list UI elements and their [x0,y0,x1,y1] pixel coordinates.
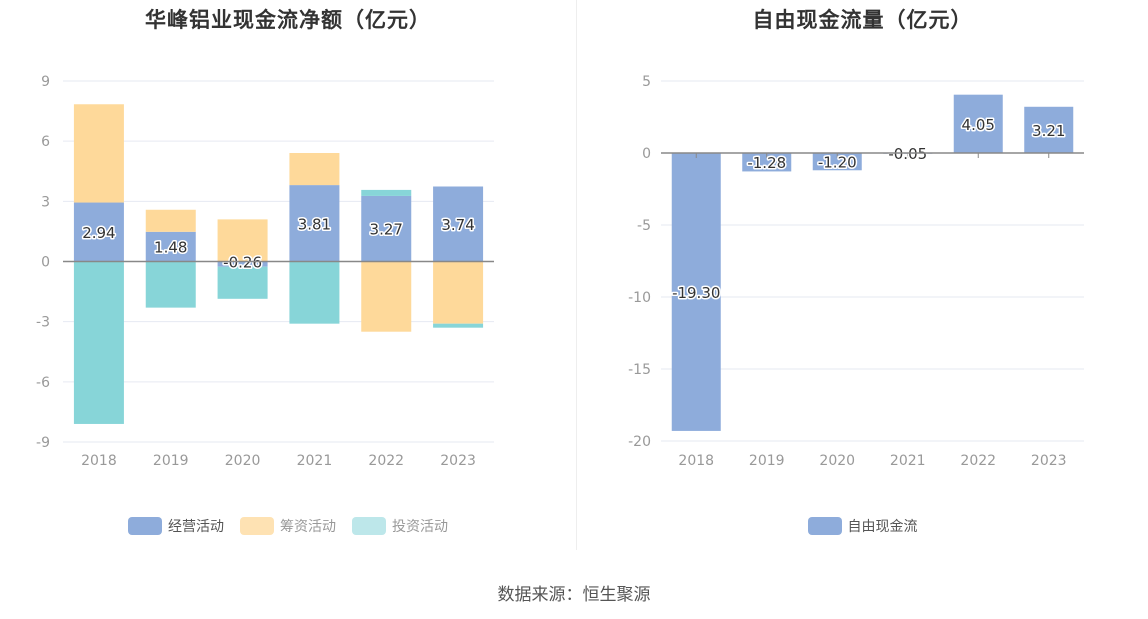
y-tick-label: 3 [41,194,50,210]
bar-筹资活动-2023 [433,261,484,324]
bar-投资活动-2018 [73,261,124,424]
y-tick-label: 9 [41,74,50,90]
data-label: -1.28 [747,154,786,172]
bar-free-cashflow-2019 [742,153,792,172]
panel-divider [576,0,577,550]
y-tick-label: 0 [41,255,50,271]
legend-label-operating: 经营活动 [168,519,224,535]
bar-经营活动-2019 [145,231,196,262]
y-tick-label: -5 [637,218,651,234]
free-cashflow-legend: 自由现金流 [577,516,1148,536]
legend-label-financing: 筹资活动 [280,519,336,535]
y-tick-label: 0 [642,146,651,162]
bar-free-cashflow-2023 [1024,106,1074,153]
bar-投资活动-2023 [433,323,484,328]
x-tick-label: 2019 [749,453,785,469]
bar-筹资活动-2021 [289,152,340,186]
y-tick-label: 6 [41,134,50,150]
x-tick-label: 2018 [678,453,714,469]
free-cashflow-chart: 5 0 -5 -10 -15 -20 2018 -19.30 2019 -1.28 2020 -1.2… [628,74,1084,469]
data-label: 1.48 [154,239,187,257]
x-tick-label: 2019 [153,453,189,469]
data-label: -0.05 [888,145,927,163]
data-label: 3.27 [370,221,403,239]
y-tick-label: -9 [36,435,50,451]
x-tick-label: 2020 [225,453,261,469]
bar-经营活动-2018 [73,202,124,262]
data-label: -19.30 [672,284,720,302]
legend-item-investing[interactable]: 投资活动 [352,516,448,536]
bar-投资活动-2021 [289,261,340,324]
x-tick-label: 2022 [368,453,404,469]
bar-投资活动-2020 [217,266,268,299]
x-tick-label: 2021 [297,453,333,469]
data-label: 2.94 [82,224,115,242]
legend-label-free-cashflow: 自由现金流 [847,519,918,535]
free-cashflow-chart-panel: 自由现金流量（亿元） 5 0 -5 -10 -15 -20 2018 -19.30 2019 -1… [577,0,1148,550]
bar-经营活动-2023 [433,186,484,262]
net-cashflow-chart-panel: 华峰铝业现金流净额（亿元） 9 6 3 0 -3 -6 -9 2018 2.94 2019 1.48… [0,0,576,550]
y-tick-label: -15 [628,362,651,378]
bar-经营活动-2020 [217,261,268,267]
data-source-note: 数据来源：恒生聚源 [497,585,651,605]
data-label: 3.74 [441,216,474,234]
bar-筹资活动-2022 [361,261,412,332]
net-cashflow-chart: 9 6 3 0 -3 -6 -9 2018 2.94 2019 1.48 2020 -0.26 2021 3… [36,74,494,469]
legend-swatch-financing [240,517,274,535]
x-tick-label: 2018 [81,453,117,469]
y-tick-label: -20 [628,434,651,450]
legend-swatch-free-cashflow [807,517,842,535]
bar-free-cashflow-2018 [671,153,721,431]
bar-筹资活动-2020 [217,219,268,262]
bar-投资活动-2022 [361,189,412,196]
x-tick-label: 2022 [960,453,996,469]
x-tick-label: 2020 [819,453,855,469]
bar-free-cashflow-2020 [812,153,862,171]
x-tick-label: 2021 [890,453,926,469]
legend-label-investing: 投资活动 [392,519,448,535]
y-tick-label: 5 [642,74,651,90]
legend-swatch-operating [128,517,162,535]
x-tick-label: 2023 [440,453,476,469]
x-tick-label: 2023 [1031,453,1067,469]
legend-item-free-cashflow[interactable]: 自由现金流 [807,516,918,536]
data-label: 3.21 [1032,122,1065,140]
bar-筹资活动-2019 [145,209,196,232]
bar-投资活动-2019 [145,261,196,308]
bar-经营活动-2021 [289,185,340,262]
legend-item-operating[interactable]: 经营活动 [128,516,224,536]
legend-swatch-investing [352,517,386,535]
bar-筹资活动-2018 [73,104,124,203]
bar-经营活动-2022 [361,195,412,262]
net-cashflow-legend: 经营活动 筹资活动 投资活动 [0,516,576,536]
net-cashflow-chart-title: 华峰铝业现金流净额（亿元） [145,8,431,32]
free-cashflow-chart-title: 自由现金流量（亿元） [752,8,973,32]
data-label: 3.81 [298,215,331,233]
y-tick-label: -6 [36,375,50,391]
data-label: 4.05 [962,116,995,134]
legend-item-financing[interactable]: 筹资活动 [240,516,336,536]
y-tick-label: -3 [36,315,50,331]
bar-free-cashflow-2022 [953,94,1003,153]
y-tick-label: -10 [628,290,651,306]
data-label: -1.20 [818,154,857,172]
data-label: -0.26 [223,254,262,272]
